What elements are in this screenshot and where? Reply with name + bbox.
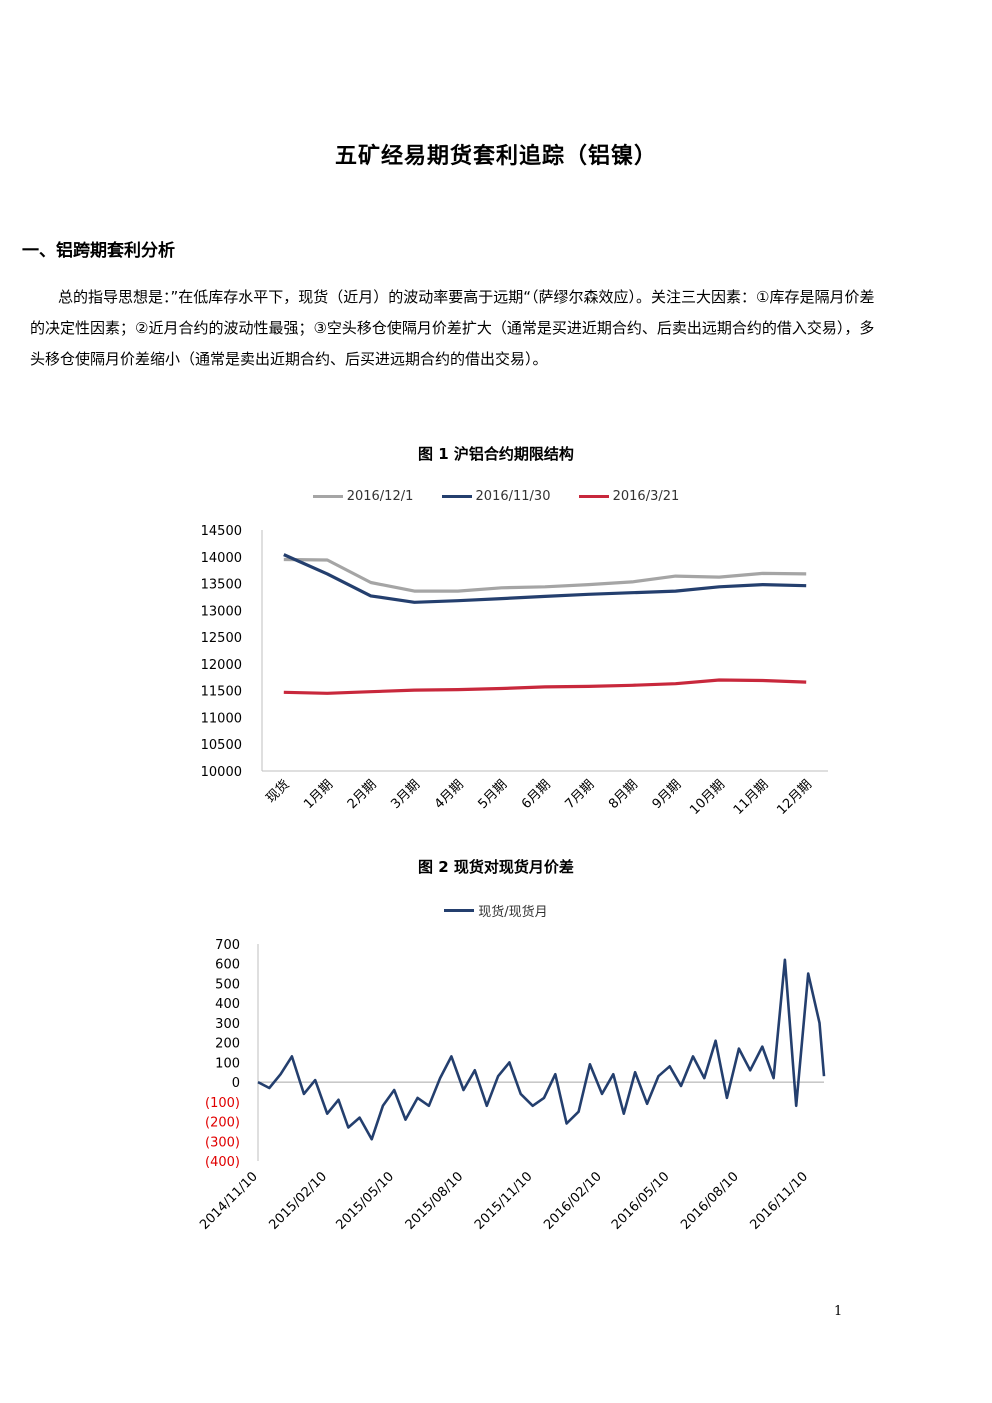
- y-tick-label: 500: [215, 977, 240, 992]
- x-tick-label: 7月期: [563, 777, 598, 812]
- x-tick-label: 9月期: [650, 777, 685, 812]
- y-tick-label: 300: [215, 1017, 240, 1032]
- x-tick-label: 11月期: [731, 777, 772, 818]
- legend-item: 2016/12/1: [312, 489, 414, 504]
- y-tick-label: 13500: [201, 578, 242, 593]
- series-line: [283, 553, 807, 604]
- x-tick-label: 1月期: [301, 777, 336, 812]
- chart2-title: 图 2 现货对现货月价差: [418, 858, 574, 876]
- y-tick-label: (300): [205, 1135, 240, 1150]
- x-tick-label: 8月期: [606, 777, 641, 812]
- x-tick-label: 2015/05/10: [333, 1169, 397, 1233]
- x-tick-label: 5月期: [475, 777, 510, 812]
- y-tick-label: 100: [215, 1056, 240, 1071]
- y-tick-label: 14000: [201, 551, 242, 566]
- x-tick-label: 4月期: [432, 777, 467, 812]
- y-tick-label: 11000: [201, 711, 242, 726]
- y-tick-label: 0: [232, 1076, 240, 1091]
- y-tick-label: 13000: [201, 604, 242, 619]
- legend-label: 2016/11/30: [475, 489, 551, 504]
- x-tick-label: 2016/11/10: [747, 1169, 811, 1233]
- chart1-legend: 2016/12/1 2016/11/30 2016/3/21: [0, 487, 992, 504]
- y-tick-label: 700: [215, 938, 240, 953]
- legend-label: 2016/12/1: [346, 489, 414, 504]
- y-tick-label: (100): [205, 1096, 240, 1111]
- y-tick-label: 14500: [201, 524, 242, 539]
- legend-label: 2016/3/21: [612, 489, 680, 504]
- y-tick-label: 200: [215, 1037, 240, 1052]
- y-tick-label: 10000: [201, 765, 242, 780]
- x-tick-label: 2015/08/10: [403, 1169, 467, 1233]
- legend-label: 现货/现货月: [478, 905, 548, 920]
- y-tick-label: (200): [205, 1116, 240, 1131]
- legend-item: 2016/3/21: [578, 489, 680, 504]
- legend-swatch: [312, 495, 343, 498]
- x-tick-label: 2016/05/10: [609, 1169, 673, 1233]
- chart1-svg: 10000 10500 11000 11500 12000 12500 13000 13500…: [201, 524, 828, 818]
- y-tick-label: 12000: [201, 658, 242, 673]
- chart2-legend: 现货/现货月: [0, 901, 992, 920]
- legend-item: 2016/11/30: [441, 489, 551, 504]
- y-tick-label: 12500: [201, 631, 242, 646]
- y-tick-label: 400: [215, 997, 240, 1012]
- legend-item: 现货/现货月: [444, 901, 548, 920]
- body-text: 总的指导思想是：”在低库存水平下，现货（近月）的波动率要高于远期“（萨缪尔森效应…: [30, 282, 880, 375]
- series-line: [283, 557, 807, 593]
- x-tick-label: 2月期: [345, 777, 380, 812]
- x-tick-label: 2014/11/10: [197, 1169, 261, 1233]
- legend-swatch: [441, 495, 472, 498]
- page-number: 1: [834, 1304, 843, 1319]
- y-tick-label: (400): [205, 1155, 240, 1170]
- x-tick-label: 3月期: [388, 777, 423, 812]
- x-tick-label: 2016/02/10: [541, 1169, 605, 1233]
- x-tick-label: 10月期: [687, 777, 728, 818]
- x-tick-label: 2015/11/10: [472, 1169, 536, 1233]
- chart1-title: 图 1 沪铝合约期限结构: [418, 445, 574, 463]
- legend-swatch: [578, 495, 609, 498]
- x-tick-label: 12月期: [774, 777, 815, 818]
- chart2-svg: 700 600 500 400 300 200 100 0 (100) (200) (300) (40…: [197, 938, 826, 1233]
- y-tick-label: 11500: [201, 685, 242, 700]
- legend-swatch: [444, 909, 475, 912]
- x-tick-label: 现货: [263, 777, 293, 807]
- x-tick-label: 6月期: [519, 777, 554, 812]
- x-tick-label: 2016/08/10: [678, 1169, 742, 1233]
- y-tick-label: 600: [215, 958, 240, 973]
- series-line: [283, 678, 807, 695]
- document-title: 五矿经易期货套利追踪（铝镍）: [334, 144, 657, 169]
- x-tick-label: 2015/02/10: [266, 1169, 330, 1233]
- paragraph: 总的指导思想是：”在低库存水平下，现货（近月）的波动率要高于远期“（萨缪尔森效应…: [30, 288, 875, 368]
- series-line: [257, 958, 826, 1141]
- y-tick-label: 10500: [201, 738, 242, 753]
- section-heading: 一、铝跨期套利分析: [22, 241, 175, 261]
